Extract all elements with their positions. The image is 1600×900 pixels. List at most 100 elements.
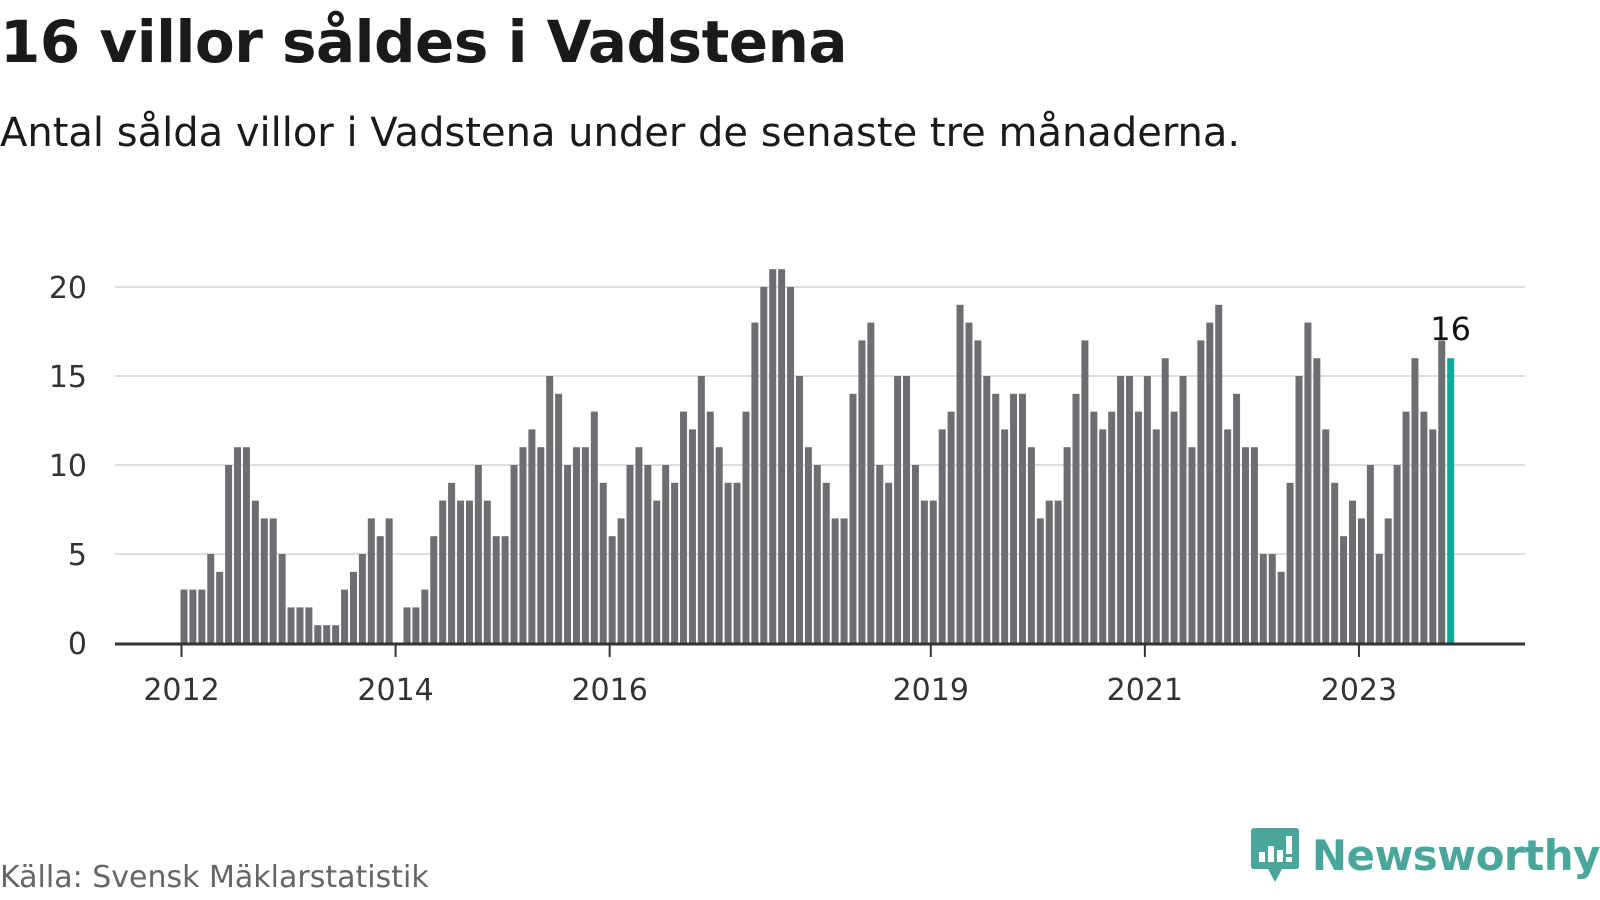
bar — [662, 465, 670, 643]
bar — [1313, 358, 1321, 643]
bar — [804, 447, 812, 643]
bar — [278, 554, 286, 643]
bar — [439, 500, 447, 643]
bar — [287, 607, 295, 643]
bar — [1304, 322, 1312, 643]
bar — [1393, 465, 1401, 643]
bar — [1340, 536, 1348, 643]
bar — [1438, 340, 1446, 643]
bar — [920, 500, 928, 643]
bar — [198, 589, 206, 643]
bar — [546, 376, 554, 643]
bar — [225, 465, 233, 643]
bar — [965, 322, 973, 643]
bar — [992, 393, 1000, 643]
bar — [1090, 411, 1098, 643]
bar — [1357, 518, 1365, 643]
bar — [974, 340, 982, 643]
brand-logo[interactable]: Newsworthy — [1250, 826, 1600, 884]
bar — [207, 554, 215, 643]
bar — [867, 322, 875, 643]
bar — [956, 304, 964, 643]
bar — [501, 536, 509, 643]
bar-highlight — [1447, 358, 1455, 643]
bar — [305, 607, 313, 643]
bar — [1197, 340, 1205, 643]
bar — [1179, 376, 1187, 643]
bars — [180, 269, 1455, 643]
bar — [1331, 482, 1339, 643]
x-tick-label: 2023 — [1321, 673, 1397, 708]
bar — [1027, 447, 1035, 643]
bar — [180, 589, 188, 643]
bar — [581, 447, 589, 643]
bar — [1277, 571, 1285, 643]
bar — [1411, 358, 1419, 643]
bar — [840, 518, 848, 643]
bar — [474, 465, 482, 643]
bar — [1286, 482, 1294, 643]
bar — [332, 625, 340, 643]
bar — [296, 607, 304, 643]
bar — [555, 393, 563, 643]
bar — [1161, 358, 1169, 643]
bar — [465, 500, 473, 643]
bar — [680, 411, 688, 643]
bar — [903, 376, 911, 643]
bar — [929, 500, 937, 643]
bar — [1152, 429, 1160, 643]
bar — [1295, 376, 1303, 643]
bar — [822, 482, 830, 643]
y-tick-label: 0 — [68, 627, 87, 662]
bar — [385, 518, 393, 643]
bar — [778, 269, 786, 643]
y-tick-label: 20 — [49, 271, 87, 306]
bar — [216, 571, 224, 643]
bar — [1250, 447, 1258, 643]
bar — [813, 465, 821, 643]
highlight-data-label: 16 — [1430, 310, 1471, 348]
bar — [251, 500, 259, 643]
bar — [528, 429, 536, 643]
labels: 0 5 10 15 20 2012 2014 2016 2019 2021 2023 16 — [49, 271, 1471, 708]
bar — [1054, 500, 1062, 643]
bar — [608, 536, 616, 643]
bar — [341, 589, 349, 643]
bar — [947, 411, 955, 643]
bar — [1010, 393, 1018, 643]
bar — [858, 340, 866, 643]
bar — [894, 376, 902, 643]
bar — [430, 536, 438, 643]
bar — [234, 447, 242, 643]
bar — [448, 482, 456, 643]
bar — [769, 269, 777, 643]
bar — [314, 625, 322, 643]
bar — [653, 500, 661, 643]
bar — [1188, 447, 1196, 643]
bar — [1063, 447, 1071, 643]
bar — [688, 429, 696, 643]
bar — [1384, 518, 1392, 643]
bar — [831, 518, 839, 643]
bar — [626, 465, 634, 643]
bar — [1375, 554, 1383, 643]
bar — [1322, 429, 1330, 643]
bar — [242, 447, 250, 643]
bar — [795, 376, 803, 643]
bar — [751, 322, 759, 643]
bar — [849, 393, 857, 643]
bar — [457, 500, 465, 643]
x-tick-label: 2016 — [571, 673, 647, 708]
bar — [617, 518, 625, 643]
bar — [671, 482, 679, 643]
bar — [1143, 376, 1151, 643]
bar — [510, 465, 518, 643]
x-tick-label: 2014 — [357, 673, 433, 708]
bar — [1420, 411, 1428, 643]
bar — [1366, 465, 1374, 643]
bar — [983, 376, 991, 643]
x-tick-label: 2021 — [1107, 673, 1183, 708]
bar — [537, 447, 545, 643]
bar — [1117, 376, 1125, 643]
